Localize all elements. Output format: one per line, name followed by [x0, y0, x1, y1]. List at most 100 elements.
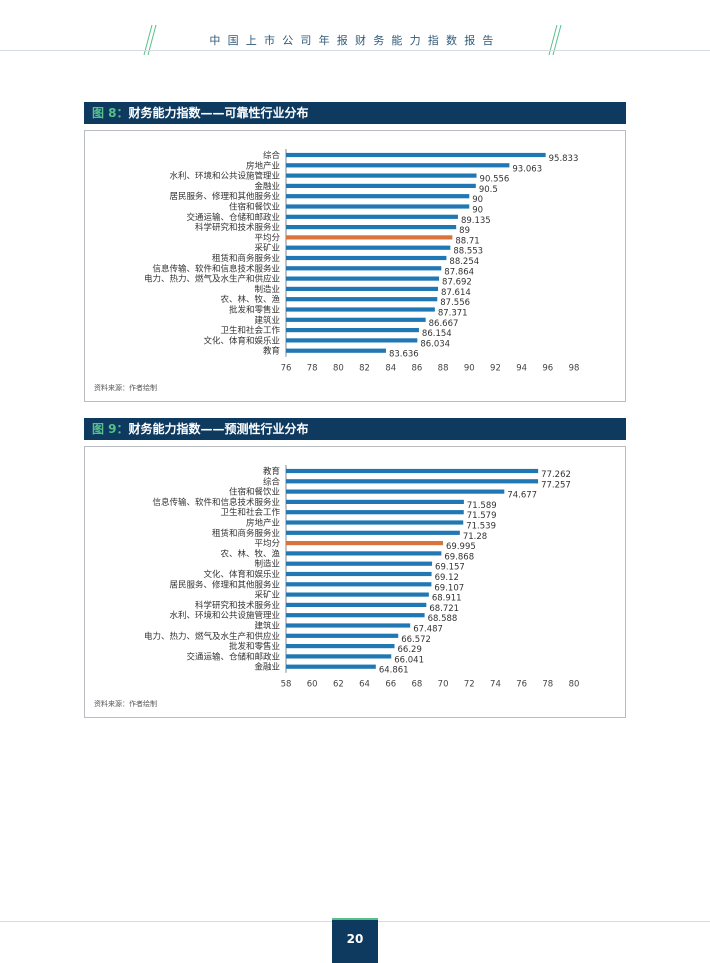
category-label: 建筑业	[254, 315, 280, 326]
category-label: 电力、热力、燃气及水生产和供应业	[144, 631, 280, 642]
category-label: 信息传输、软件和信息技术服务业	[152, 263, 280, 274]
category-label: 水利、环境和公共设施管理业	[169, 610, 280, 621]
bar	[286, 582, 432, 587]
x-tick-label: 72	[464, 680, 475, 690]
figure-9-title: 财务能力指数——预测性行业分布	[128, 422, 309, 436]
x-tick-label: 96	[542, 364, 553, 374]
predictability-bar-chart: 教育 77.262 综合 77.257 住宿和餐饮业 74.677 信息传输、软件和信息技术…	[144, 465, 579, 690]
bar	[286, 613, 425, 618]
x-tick-label: 86	[411, 364, 422, 374]
category-label: 科学研究和技术服务业	[195, 600, 280, 611]
x-tick-label: 74	[490, 680, 501, 690]
category-label: 建筑业	[254, 621, 280, 632]
value-label: 71.539	[466, 522, 496, 532]
value-label: 90	[472, 206, 483, 216]
category-label: 租赁和商务服务业	[212, 253, 280, 264]
bar	[286, 204, 470, 209]
category-label: 采矿业	[254, 243, 280, 254]
average-bar	[286, 235, 453, 240]
category-label: 金融业	[254, 662, 280, 673]
x-tick-label: 84	[385, 364, 396, 374]
value-label: 69.995	[446, 542, 476, 552]
value-label: 93.063	[512, 164, 542, 174]
value-label: 71.589	[467, 501, 497, 511]
value-label: 69.107	[434, 583, 464, 593]
x-tick-label: 78	[307, 364, 318, 374]
bar	[286, 489, 505, 494]
x-tick-label: 76	[516, 680, 527, 690]
figure-9-label: 图 9：	[92, 422, 129, 436]
x-tick-label: 60	[307, 680, 318, 690]
x-tick-label: 70	[438, 680, 449, 690]
value-label: 88.553	[453, 247, 483, 257]
bar	[286, 255, 447, 261]
average-bar	[286, 541, 444, 546]
figure-9-chart-box: 教育 77.262 综合 77.257 住宿和餐饮业 74.677 信息传输、软件和信息技术…	[84, 446, 626, 718]
bar	[286, 664, 376, 669]
value-label: 87.692	[442, 278, 472, 288]
value-label: 86.034	[420, 339, 450, 349]
category-label: 采矿业	[254, 590, 280, 601]
x-tick-label: 76	[281, 364, 292, 374]
category-label: 水利、环境和公共设施管理业	[169, 171, 280, 182]
page-number-accent	[332, 918, 378, 920]
x-tick-label: 88	[438, 364, 449, 374]
value-label: 88.254	[449, 257, 479, 267]
bar	[286, 510, 464, 515]
category-label: 卫生和社会工作	[220, 325, 280, 336]
bar	[286, 173, 477, 178]
page-header: 中国上市公司年报财务能力指数报告	[0, 0, 710, 58]
header-slash-right-icon	[548, 24, 562, 56]
category-label: 批发和零售业	[229, 641, 280, 652]
value-label: 71.28	[463, 532, 487, 542]
bar	[286, 633, 399, 638]
bar	[286, 571, 432, 577]
value-label: 86.667	[429, 319, 459, 329]
bar	[286, 338, 418, 343]
bar	[286, 245, 451, 250]
bar	[286, 276, 440, 281]
value-label: 74.677	[507, 491, 537, 501]
bar	[286, 266, 442, 271]
x-tick-label: 82	[359, 364, 370, 374]
value-label: 77.257	[541, 480, 571, 490]
category-label: 交通运输、仓储和邮政业	[186, 212, 280, 223]
x-tick-label: 68	[411, 680, 422, 690]
bar	[286, 183, 476, 188]
bar	[286, 286, 439, 291]
bar	[286, 307, 435, 312]
bar	[286, 592, 429, 597]
category-label: 科学研究和技术服务业	[195, 222, 280, 233]
bar	[286, 163, 510, 168]
x-tick-label: 98	[569, 364, 580, 374]
reliability-bar-chart: 综合 95.833 房地产业 93.063 水利、环境和公共设施管理业 90.556 金融业…	[144, 149, 580, 374]
category-label: 平均分	[254, 538, 280, 549]
value-label: 86.154	[422, 329, 452, 339]
x-tick-label: 80	[333, 364, 344, 374]
value-label: 69.868	[444, 552, 474, 562]
value-label: 83.636	[389, 350, 419, 360]
value-label: 89	[459, 226, 470, 236]
bar	[286, 644, 395, 649]
category-label: 交通运输、仓储和邮政业	[186, 651, 280, 662]
figure-8-title-bar: 图 8：财务能力指数——可靠性行业分布	[84, 102, 626, 124]
value-label: 71.579	[467, 511, 497, 521]
value-label: 90	[472, 195, 483, 205]
value-label: 64.861	[379, 666, 409, 676]
figure-9-title-bar: 图 9：财务能力指数——预测性行业分布	[84, 418, 626, 440]
figure-9-source: 资料来源：作者绘制	[94, 700, 157, 708]
value-label: 87.371	[438, 309, 468, 319]
figure-8-label: 图 8：	[92, 106, 129, 120]
x-tick-label: 58	[281, 680, 292, 690]
x-tick-label: 64	[359, 680, 370, 690]
x-tick-label: 94	[516, 364, 527, 374]
category-label: 制造业	[254, 559, 280, 570]
bar	[286, 530, 460, 535]
x-tick-label: 92	[490, 364, 501, 374]
category-label: 综合	[263, 150, 281, 161]
bar	[286, 317, 426, 322]
category-label: 电力、热力、燃气及水生产和供应业	[144, 274, 280, 285]
bar	[286, 348, 386, 353]
category-label: 房地产业	[246, 518, 280, 529]
category-label: 文化、体育和娱乐业	[203, 335, 280, 346]
